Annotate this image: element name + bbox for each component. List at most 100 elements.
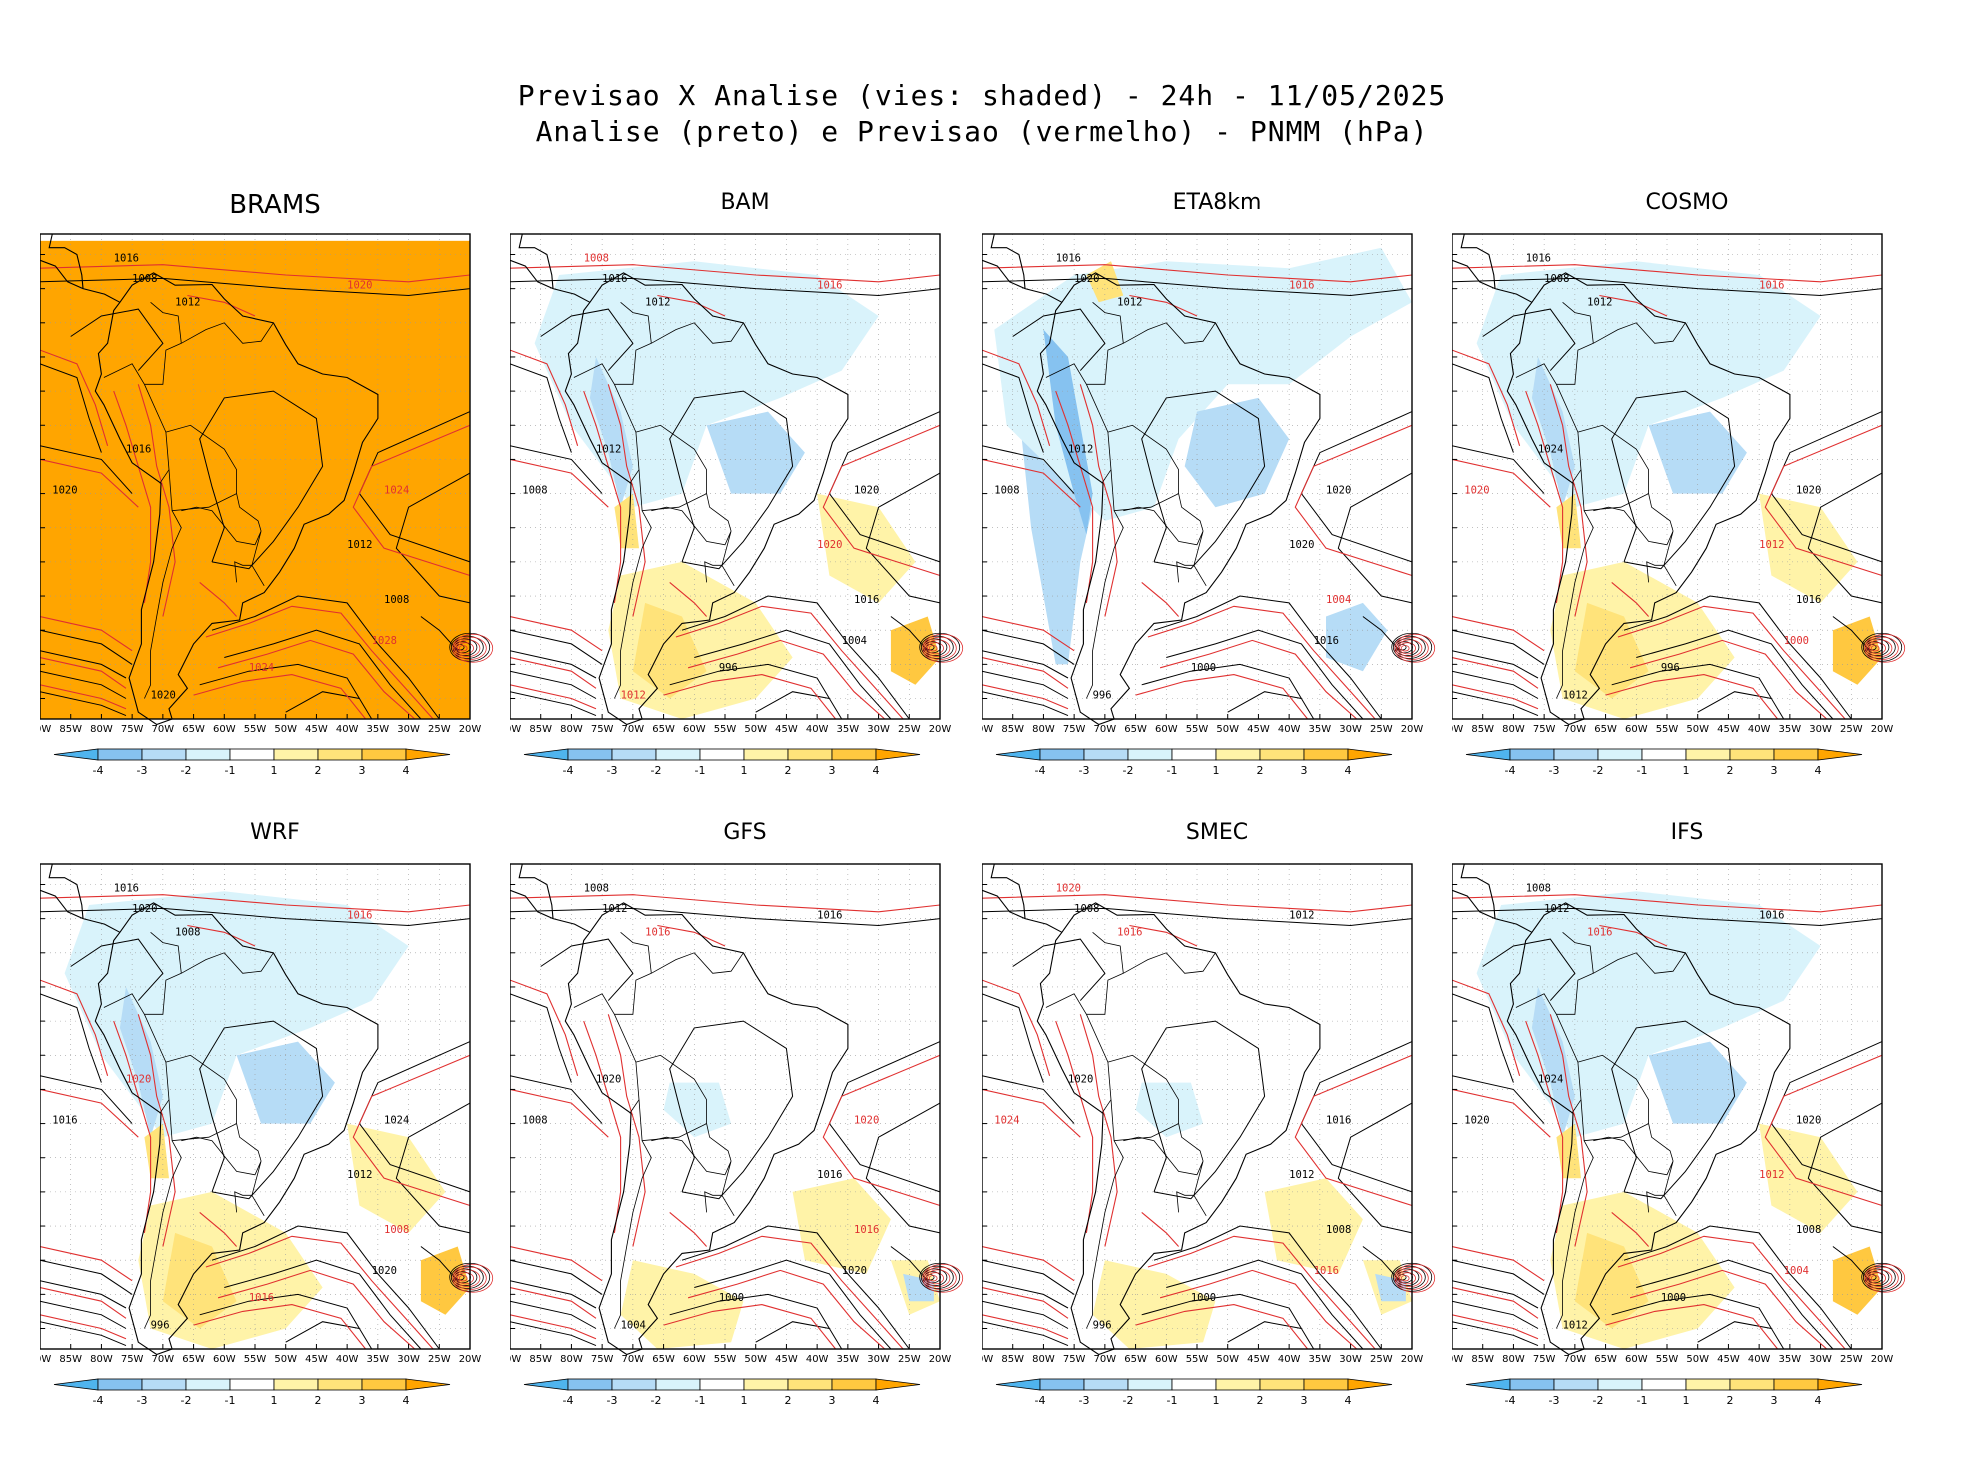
forecast-isobar — [352, 424, 471, 577]
forecast-isobar — [40, 684, 127, 710]
lon-tick-label: 65W — [1124, 724, 1147, 735]
isobar-label: 1020 — [1464, 1115, 1489, 1127]
bias-area — [890, 616, 940, 685]
lon-tick-label: 30W — [397, 724, 420, 735]
lon-tick-label: 30W — [1809, 1354, 1832, 1365]
forecast-isobar — [1452, 894, 1883, 913]
bias-area — [420, 1246, 470, 1315]
analysis-isobar — [224, 1259, 422, 1350]
colorbar-swatch — [831, 748, 877, 761]
forecast-isobar — [982, 656, 1069, 689]
lon-tick-label: 65W — [1594, 1354, 1617, 1365]
country-border — [1092, 931, 1124, 974]
colorbar-label: 1 — [1213, 764, 1220, 777]
colorbar-label: 4 — [1345, 764, 1352, 777]
colorbar-swatch — [141, 1378, 187, 1391]
colorbar-swatch — [229, 748, 275, 761]
colorbar-swatch — [699, 1378, 745, 1391]
lon-tick-label: 40W — [336, 724, 359, 735]
forecast-isobar — [1147, 605, 1376, 720]
forecast-isobar — [982, 264, 1413, 283]
colorbar-label: 3 — [359, 764, 366, 777]
isobar-label: 1016 — [1796, 594, 1821, 606]
analysis-isobar — [865, 1102, 941, 1234]
analysis-isobar — [1482, 308, 1576, 371]
low-pressure-ring — [1394, 633, 1436, 663]
colorbar-label: 3 — [1771, 1394, 1778, 1407]
isobar-label: 1000 — [1784, 635, 1809, 647]
isobar-label: 1020 — [1056, 882, 1081, 894]
analysis-isobar — [40, 691, 127, 717]
lon-tick-label: 20W — [1871, 724, 1894, 735]
country-border — [1562, 301, 1594, 344]
colorbar-swatch — [567, 748, 613, 761]
forecast-isobar — [510, 615, 603, 652]
analysis-isobar — [40, 993, 102, 1083]
analysis-isobar — [510, 445, 603, 494]
isobar-label: 1008 — [1544, 273, 1569, 285]
forecast-isobar — [583, 390, 622, 603]
analysis-isobar — [1452, 993, 1514, 1083]
isobar-label: 1012 — [602, 903, 627, 915]
forecast-isobar — [193, 674, 367, 720]
colorbar-label: 1 — [271, 1394, 278, 1407]
analysis-isobar — [40, 1259, 133, 1295]
analysis-isobar — [982, 650, 1069, 679]
colorbar-swatch — [1553, 1378, 1599, 1391]
lon-tick-label: 70W — [1564, 724, 1587, 735]
lon-tick-label: 90W — [40, 724, 51, 735]
colorbar-label: -1 — [1167, 764, 1178, 777]
colorbar-label: 4 — [403, 764, 410, 777]
colorbar-swatch — [831, 1378, 877, 1391]
colorbar-swatch — [1215, 748, 1261, 761]
analysis-isobar — [395, 1102, 471, 1234]
country-border — [144, 322, 274, 385]
forecast-isobar — [687, 639, 886, 720]
low-pressure-ring — [1397, 1269, 1423, 1288]
colorbar-swatch — [995, 1378, 1041, 1391]
colorbar-label: -1 — [695, 764, 706, 777]
forecast-isobar — [1605, 1304, 1779, 1350]
country-border — [1176, 1191, 1194, 1213]
analysis-isobar — [1623, 595, 1852, 720]
bias-area — [1531, 987, 1575, 1138]
forecast-isobar — [40, 1286, 127, 1319]
isobar-label: 996 — [719, 662, 738, 674]
isobar-label: 1008 — [132, 273, 157, 285]
colorbar-swatch — [229, 1378, 275, 1391]
low-pressure-ring — [452, 1263, 494, 1293]
forecast-isobar — [1549, 384, 1588, 617]
isobar-label: 1008 — [384, 1224, 409, 1236]
panel-title: IFS — [1670, 820, 1704, 845]
colorbar-swatch — [1171, 748, 1217, 761]
lon-tick-label: 70W — [1094, 724, 1117, 735]
isobar-label: 1012 — [1117, 297, 1142, 309]
lon-tick-label: 60W — [213, 724, 236, 735]
isobar-label: 1012 — [175, 297, 200, 309]
colorbar-swatch — [361, 748, 407, 761]
analysis-isobar — [694, 629, 892, 720]
low-pressure-ring — [457, 642, 474, 655]
analysis-isobar — [1807, 1102, 1883, 1234]
lon-tick-label: 45W — [775, 1354, 798, 1365]
forecast-isobar — [1452, 979, 1521, 1076]
country-border — [150, 301, 182, 344]
colorbar-swatch — [787, 1378, 833, 1391]
forecast-isobar — [1135, 1304, 1309, 1350]
lon-tick-label: 65W — [182, 1354, 205, 1365]
analysis-isobar — [681, 1225, 910, 1350]
country-border — [704, 561, 722, 583]
colorbar-swatch — [787, 748, 833, 761]
country-border — [651, 1136, 735, 1217]
country-border — [1092, 301, 1124, 344]
lon-tick-label: 60W — [1625, 1354, 1648, 1365]
isobar-label: 1012 — [1289, 910, 1314, 922]
isobar-label: 1020 — [1074, 273, 1099, 285]
isobar-label: 1024 — [1538, 1074, 1563, 1086]
low-pressure-ring — [1399, 1272, 1416, 1285]
analysis-isobar — [510, 277, 941, 297]
low-pressure-ring — [450, 1265, 484, 1289]
pressure-map: 1008 1016 1012 1016 1020 1012 1008 1020 1016 1004… — [510, 233, 964, 777]
analysis-isobar — [40, 363, 102, 453]
lon-tick-label: 45W — [775, 724, 798, 735]
